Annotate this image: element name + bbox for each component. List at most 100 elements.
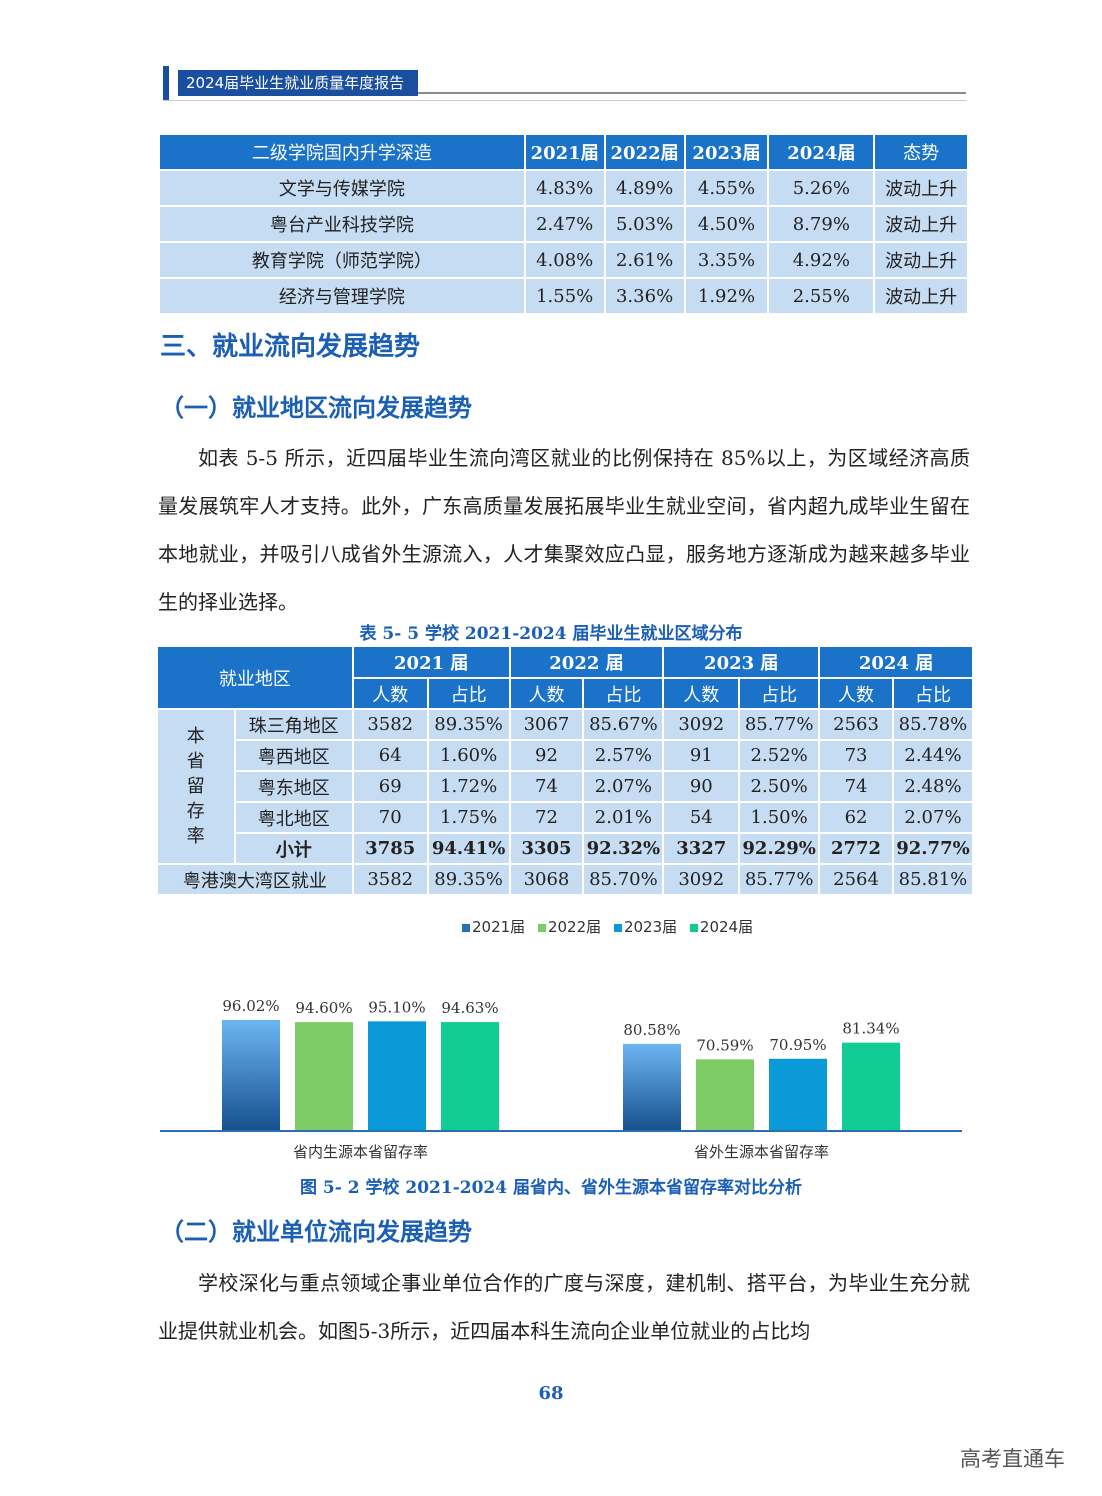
further-study-table: 二级学院国内升学深造 2021届 2022届 2023届 2024届 态势 文学… [158,133,969,315]
college-name: 粤台产业科技学院 [158,205,526,243]
table-cell: 1.60% [426,739,511,772]
legend-label: 2023届 [623,918,678,936]
col-header-2021: 2021届 [523,133,606,171]
table-cell: 64 [351,739,429,772]
count-header: 人数 [662,677,741,710]
report-header-title: 2024届毕业生就业质量年度报告 [178,70,418,96]
data-label: 94.63% [441,999,498,1017]
table-cell: 2.48% [891,770,975,803]
table-cell: 3582 [351,708,429,741]
table-cell: 74 [818,770,894,803]
rate-cell: 2.47% [523,205,606,243]
table-cell: 2564 [818,863,894,896]
body-paragraph-region: 如表 5-5 所示，近四届毕业生流向湾区就业的比例保持在 85%以上，为区域经济… [158,446,970,614]
rate-cell: 2.61% [603,241,686,279]
bar-2024届-1 [842,1042,900,1130]
table-cell: 85.77% [738,863,821,896]
ratio-header: 占比 [891,677,975,710]
ratio-header: 占比 [426,677,511,710]
table-subheader-row: 人数 占比 人数 占比 人数 占比 人数 占比 [157,677,975,710]
section-title: 三、就业流向发展趋势 [160,332,421,362]
table-cell: 2.44% [891,739,975,772]
bay-area-row: 粤港澳大湾区就业 3582 89.35% 3068 85.70% 3092 85… [156,863,975,896]
table-cell: 85.78% [891,708,975,741]
table-cell: 1.75% [426,801,511,834]
x-tick-label: 省内生源本省留存率 [293,1143,428,1161]
col-header-2024: 2024届 [767,133,876,171]
table-cell: 2.50% [738,770,821,803]
header-accent-bar [163,66,169,100]
table-cell: 3092 [662,708,741,741]
rate-cell: 4.92% [767,241,876,279]
rate-cell: 4.50% [683,205,770,243]
region-name: 粤港澳大湾区就业 [156,863,354,896]
table-cell: 85.81% [891,863,975,896]
table-cell: 70 [351,801,429,834]
table-cell: 2.52% [738,739,821,772]
table-cell: 85.67% [582,708,665,741]
legend-label: 2021届 [472,918,526,936]
legend-swatch [689,923,698,932]
table-cell: 3092 [662,863,741,896]
data-label: 70.95% [769,1036,826,1054]
region-name: 粤西地区 [233,739,354,772]
bar-2022届-0 [295,1022,353,1130]
table-row: 本省留存率 珠三角地区 3582 89.35% 3067 85.67% 3092… [156,708,975,865]
legend-item: 2023届 [613,918,678,936]
table-cell: 62 [818,801,894,834]
chart-bars: 96.02% 94.60% 95.10% 94.63% 80.58% 70.59% 70.9… [222,997,900,1130]
college-name: 文学与传媒学院 [158,169,526,207]
rate-cell: 4.83% [523,169,606,207]
subtotal-row: 小计 3785 94.41% 3305 92.32% 3327 92.29% 2… [157,832,975,865]
count-header: 人数 [818,677,894,710]
count-header: 人数 [351,677,429,710]
table-cell: 92 [508,739,585,772]
table-row: 粤台产业科技学院 2.47% 5.03% 4.50% 8.79% 波动上升 [158,205,969,243]
college-name: 教育学院（师范学院） [158,241,526,279]
table-cell: 2.57% [582,739,665,772]
rate-cell: 3.36% [603,277,686,315]
trend-cell: 波动上升 [873,205,969,243]
college-name: 经济与管理学院 [158,277,526,315]
body-paragraph-employer: 学校深化与重点领域企事业单位合作的广度与深度，建机制、搭平台，为毕业生充分就业提… [158,1271,970,1343]
data-label: 70.59% [696,1036,753,1054]
table-cell: 2.01% [582,801,665,834]
region-name: 粤东地区 [233,770,354,803]
region-name: 小计 [233,832,354,865]
col-header-trend: 态势 [873,133,969,171]
table-row: 文学与传媒学院 4.83% 4.89% 4.55% 5.26% 波动上升 [158,169,969,207]
rate-cell: 4.55% [683,169,770,207]
year-header: 2023 届 [662,645,821,679]
table-cell: 1.50% [738,801,821,834]
table-cell: 54 [662,801,741,834]
table-cell: 2563 [818,708,894,741]
legend-swatch [537,923,546,932]
table-row: 粤西地区 64 1.60% 92 2.57% 91 2.52% 73 2.44% [157,739,975,772]
rate-cell: 3.35% [683,241,770,279]
table-row: 粤北地区 70 1.75% 72 2.01% 54 1.50% 62 2.07% [157,801,975,834]
group-label: 本省留存率 [156,708,236,865]
table-cell: 92.29% [738,832,821,865]
group-label-text: 本省留存率 [186,725,205,848]
table-row: 经济与管理学院 1.55% 3.36% 1.92% 2.55% 波动上升 [158,277,969,315]
table-cell: 3785 [351,832,429,865]
table-row: 粤东地区 69 1.72% 74 2.07% 90 2.50% 74 2.48% [157,770,975,803]
rate-cell: 8.79% [767,205,876,243]
data-label: 81.34% [842,1020,899,1038]
data-label: 94.60% [295,999,352,1017]
region-name: 粤北地区 [233,801,354,834]
table-cell: 1.72% [426,770,511,803]
legend-swatch [462,923,470,932]
rate-cell: 1.55% [523,277,606,315]
year-header: 2021 届 [351,645,511,679]
rate-cell: 5.03% [603,205,686,243]
year-header: 2024 届 [818,645,974,679]
table-cell: 2772 [818,832,894,865]
rate-cell: 2.55% [767,277,876,315]
table-caption: 表 5- 5 学校 2021-2024 届毕业生就业区域分布 [359,624,743,644]
header-rule [418,92,966,94]
trend-cell: 波动上升 [873,241,969,279]
legend-label: 2024届 [699,918,754,936]
table-cell: 2.07% [582,770,665,803]
rate-cell: 1.92% [683,277,770,315]
